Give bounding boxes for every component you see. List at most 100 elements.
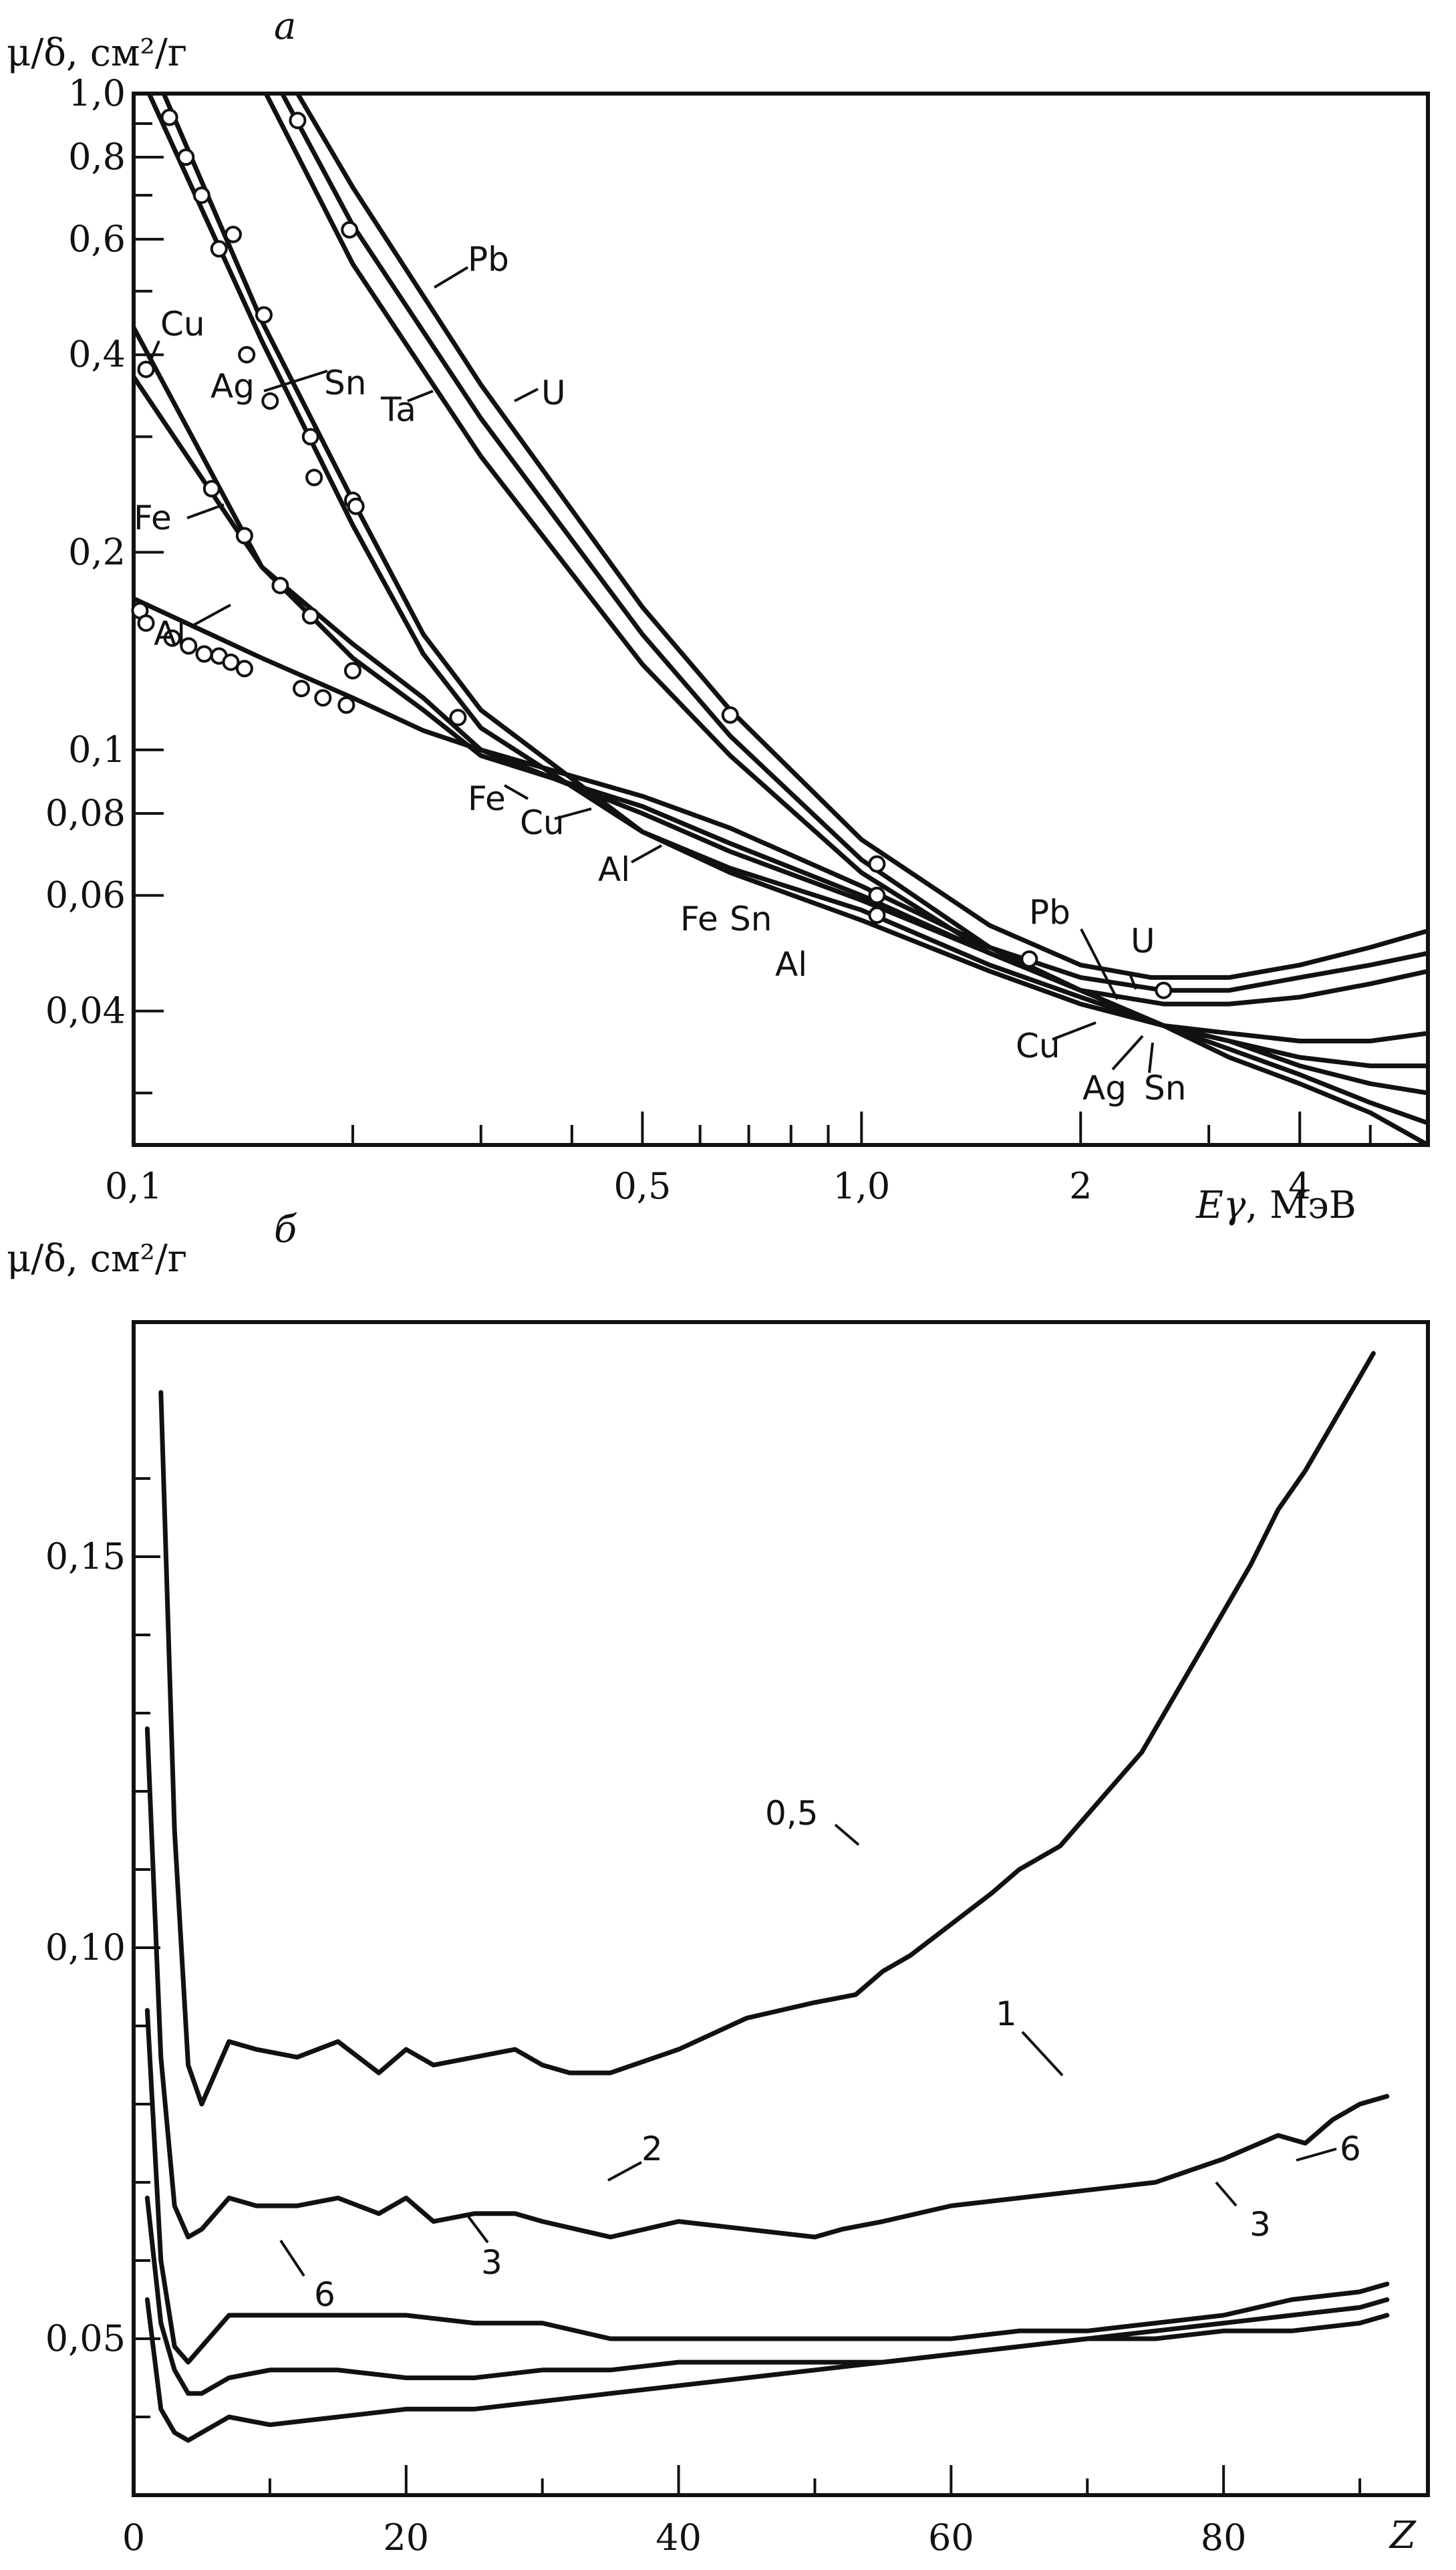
label-sn-top: Sn [324, 364, 366, 402]
panel-a-y-axis-label: μ/δ, см²/г [7, 31, 187, 75]
x-tick-label: 80 [1201, 2517, 1247, 2559]
data-marker [195, 645, 213, 663]
x-tick-label: 60 [928, 2517, 974, 2559]
label-cu-bot: Cu [1016, 1027, 1060, 1065]
panel-a-frame [132, 92, 1430, 1147]
y-tick-label: 0,08 [45, 792, 126, 834]
data-marker [337, 696, 355, 714]
curve-ag [146, 94, 1428, 1069]
leader-cu-top [149, 340, 160, 362]
leader-u-bot [1128, 972, 1137, 990]
curve-3 [144, 2195, 1390, 2396]
panel-a: а μ/δ, см²/г 0,1 0,5 1,0 2 41,00,80,60,40,20… [7, 5, 1430, 1227]
label-curve-3b: 3 [1250, 2205, 1271, 2244]
data-marker [210, 240, 228, 258]
label-u-bot: U [1131, 922, 1155, 960]
leader-fe-top [186, 503, 225, 519]
curve-2 [144, 2008, 1390, 2365]
y-tick-label: 1,0 [68, 72, 126, 114]
data-marker [180, 637, 198, 655]
panel-a-ticks: 0,1 0,5 1,0 2 4 1,0 0,8 0,6 0,4 0,2 0,1 0,08 0,06 0,0… [45, 72, 1372, 1207]
label-curve-6b: 6 [1340, 2130, 1361, 2168]
y-tick-label: 0,8 [68, 136, 126, 178]
y-tick-label: 0,1 [68, 729, 126, 771]
label-sn-bot: Sn [1144, 1069, 1186, 1108]
data-marker [202, 480, 221, 498]
y-tick-label: 0,04 [45, 990, 126, 1032]
leader-curve-05 [834, 1823, 860, 1846]
data-marker [868, 855, 886, 873]
y-tick-label: 0,06 [45, 874, 126, 916]
y-tick-label: 0,05 [45, 2317, 126, 2359]
label-curve-2: 2 [641, 2130, 663, 2168]
data-marker [1020, 950, 1038, 968]
x-tick-label: 0,1 [105, 1165, 162, 1207]
panel-b-x-axis-label: Z [1389, 2514, 1417, 2557]
label-fe-top: Fe [134, 499, 172, 537]
leader-pb-top [433, 266, 469, 289]
x-tick-label: 1,0 [833, 1165, 890, 1207]
panel-a-letter: а [274, 5, 296, 48]
curve-1 [144, 1726, 1390, 2240]
data-marker [235, 660, 253, 678]
y-tick-label: 0,10 [45, 1926, 126, 1968]
data-marker [301, 607, 319, 625]
label-fe-low: Fe [680, 900, 718, 938]
label-ag-bot: Ag [1082, 1069, 1127, 1108]
y-tick-label: 0,15 [45, 1535, 126, 1577]
data-marker [293, 680, 311, 698]
label-sn-low: Sn [730, 900, 772, 938]
label-al-mid: Al [598, 850, 630, 889]
leader-curve-6a [279, 2239, 305, 2277]
data-marker [137, 360, 155, 378]
data-marker [721, 706, 739, 724]
y-tick-label: 0,6 [68, 218, 126, 260]
curve-0-5 [158, 1351, 1376, 2107]
data-marker [347, 497, 365, 515]
y-tick-label: 0,4 [68, 334, 126, 376]
data-marker [314, 689, 332, 707]
data-marker [160, 108, 178, 126]
label-cu-mid: Cu [520, 803, 565, 842]
data-marker [449, 709, 467, 727]
leader-cu-mid [554, 807, 592, 820]
panel-a-markers [131, 108, 1173, 999]
label-u-top: U [541, 374, 566, 412]
leader-fe-mid [504, 784, 529, 800]
label-curve-3a: 3 [481, 2243, 502, 2282]
leader-curve-3a [466, 2214, 489, 2244]
data-marker [868, 906, 886, 924]
data-marker [222, 653, 240, 671]
data-marker [163, 629, 181, 647]
data-marker [235, 527, 253, 545]
curve-ta [263, 94, 1428, 1007]
data-marker [261, 392, 279, 410]
leader-curve-2 [607, 2161, 642, 2182]
leader-curve-6b [1296, 2148, 1337, 2162]
label-al-low: Al [775, 945, 807, 984]
curve-al [134, 596, 1428, 1145]
x-tick-label: 40 [656, 2517, 702, 2559]
panel-b-ticks: 0 20 40 60 80 0,15 0,10 0,05 [45, 1477, 1362, 2559]
label-pb-top: Pb [468, 240, 509, 279]
label-fe-mid: Fe [468, 779, 506, 818]
leader-sn-bot [1148, 1042, 1154, 1073]
data-marker [289, 112, 307, 130]
data-marker [177, 148, 195, 166]
data-marker [271, 576, 289, 594]
data-marker [192, 186, 210, 205]
label-curve-1: 1 [996, 1995, 1017, 2033]
panel-a-x-axis-symbol: Eγ [1195, 1184, 1246, 1227]
panel-b-curves [144, 1351, 1390, 2443]
data-marker [1155, 981, 1173, 999]
panel-a-curves [134, 94, 1428, 1145]
data-marker [224, 225, 242, 243]
panel-b-frame [132, 1320, 1430, 2497]
leader-ta [407, 390, 434, 402]
x-tick-label: 0,5 [613, 1165, 671, 1207]
leader-curve-1 [1021, 2031, 1064, 2077]
leader-u-top [514, 388, 539, 402]
label-al-top: Al [154, 614, 186, 653]
panel-a-x-axis-unit: , МэВ [1246, 1184, 1356, 1227]
